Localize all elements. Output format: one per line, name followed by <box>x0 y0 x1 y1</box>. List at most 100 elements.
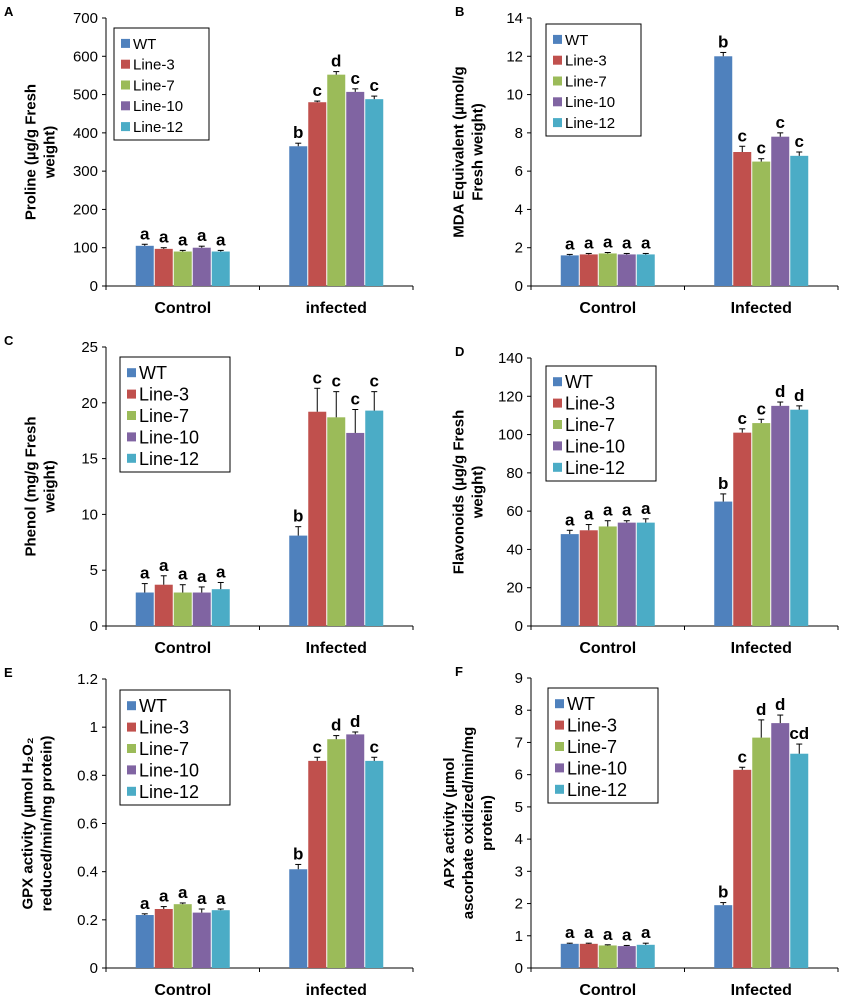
y-tick-label: 140 <box>498 350 523 367</box>
bar-wt-control <box>135 915 154 968</box>
y-tick-label: 0 <box>515 618 523 635</box>
legend-swatch <box>553 34 562 44</box>
bar-line-7-control <box>598 945 617 968</box>
panel-b: B 0 2 4 6 8 10 12 14 MDA Equivalent (µmol/g Fresh … <box>451 4 839 317</box>
significance-letter: cd <box>789 724 809 743</box>
y-tick-label: 400 <box>73 125 98 142</box>
y-axis-label-line: MDA Equivalent (µmol/g <box>451 66 468 237</box>
y-tick-label: 4 <box>515 831 523 848</box>
legend-swatch <box>127 786 136 796</box>
x-category-label: infected <box>306 300 367 317</box>
y-axis-label-line: protein) <box>479 795 496 851</box>
bar-wt-control <box>560 534 579 626</box>
y-axis-label-line: Fresh weight) <box>470 103 487 201</box>
significance-letter: b <box>718 883 728 902</box>
legend-swatch <box>127 368 136 378</box>
bar-line-12-infected <box>365 410 384 626</box>
y-tick-label: 600 <box>73 48 98 65</box>
bar-wt-control <box>560 943 579 968</box>
significance-letter: c <box>757 139 766 158</box>
bar-line-7-control <box>173 251 192 286</box>
y-axis-label-line: Phenol (mg/g Fresh <box>23 416 40 556</box>
legend-swatch <box>127 744 136 753</box>
legend-item: Line-3 <box>565 394 615 414</box>
bar-line-10-control <box>192 912 211 968</box>
legend-item: Line-12 <box>133 119 183 136</box>
significance-letter: c <box>370 737 379 756</box>
significance-letter: c <box>738 747 747 766</box>
bar-line-12-infected <box>365 99 384 286</box>
legend-box <box>545 365 657 482</box>
legend-swatch <box>553 441 562 451</box>
legend-item: Line-3 <box>133 57 175 74</box>
y-tick-label: 20 <box>506 580 523 597</box>
bar-line-12-infected <box>790 155 809 286</box>
legend-item: Line-7 <box>565 415 615 435</box>
y-tick-label: 15 <box>81 451 98 468</box>
legend-item: Line-7 <box>139 406 189 426</box>
significance-letter: a <box>140 224 150 243</box>
panel-label: E <box>4 665 13 680</box>
bar-line-3-control <box>579 254 598 286</box>
legend-box <box>119 689 231 806</box>
y-tick-label: 12 <box>506 48 523 65</box>
significance-letter: c <box>332 372 341 391</box>
significance-letter: b <box>718 32 728 51</box>
x-category-label: Control <box>154 982 211 999</box>
significance-letter: a <box>140 894 150 913</box>
panel-f: F 0 1 2 3 4 5 6 7 8 9 APX activity (µmol ascorbate o… <box>441 664 839 999</box>
significance-letter: a <box>565 234 575 253</box>
x-category-label: Control <box>579 982 636 999</box>
y-tick-label: 0 <box>90 618 98 635</box>
y-tick-label: 7 <box>515 734 523 751</box>
significance-letter: d <box>331 52 341 71</box>
bar-wt-infected <box>714 56 733 287</box>
bar-wt-control <box>135 592 154 626</box>
bar-line-12-control <box>211 910 230 968</box>
panel-label: B <box>455 4 464 19</box>
bar-line-7-infected <box>327 739 346 968</box>
significance-letter: a <box>565 510 575 529</box>
bar-line-7-infected <box>327 417 346 626</box>
panel-label: C <box>4 333 14 348</box>
significance-letter: a <box>159 556 169 575</box>
legend-item: Line-12 <box>139 782 199 802</box>
y-axis-label: Proline (µg/g Fresh weight) <box>23 84 59 220</box>
significance-letter: d <box>775 695 785 714</box>
y-tick-label: 6 <box>515 163 523 180</box>
significance-letter: a <box>622 501 632 520</box>
legend-swatch <box>127 411 136 420</box>
bar-line-12-control <box>211 251 230 286</box>
significance-letter: c <box>370 372 379 391</box>
y-tick-label: 10 <box>81 506 98 523</box>
panel-label: A <box>4 4 14 19</box>
significance-letter: a <box>603 501 613 520</box>
y-tick-label: 700 <box>73 10 98 27</box>
bar-line-10-infected <box>771 405 790 626</box>
legend-swatch <box>553 97 562 107</box>
significance-letter: c <box>757 399 766 418</box>
x-category-label: Infected <box>731 982 792 999</box>
legend-item: Line-10 <box>567 758 627 778</box>
significance-letter: b <box>293 123 303 142</box>
significance-letter: a <box>584 505 594 524</box>
y-axis-label: Phenol (mg/g Fresh weight) <box>23 416 59 556</box>
y-tick-label: 14 <box>506 10 523 27</box>
y-tick-label: 200 <box>73 201 98 218</box>
x-category-label: Infected <box>731 300 792 317</box>
x-category-label: infected <box>306 982 367 999</box>
legend-item: Line-7 <box>567 737 617 757</box>
y-tick-label: 0 <box>515 960 523 977</box>
y-tick-label: 25 <box>81 339 98 356</box>
legend-item: Line-10 <box>139 760 199 780</box>
significance-letter: a <box>641 499 651 518</box>
panel-label: D <box>455 344 464 359</box>
y-tick-label: 1 <box>515 928 523 945</box>
significance-letter: a <box>159 228 169 247</box>
bar-line-7-infected <box>752 737 771 968</box>
bar-line-3-infected <box>733 432 752 626</box>
significance-letter: a <box>178 230 188 249</box>
y-axis-label: MDA Equivalent (µmol/g Fresh weight) <box>451 66 487 237</box>
significance-letter: a <box>216 889 226 908</box>
